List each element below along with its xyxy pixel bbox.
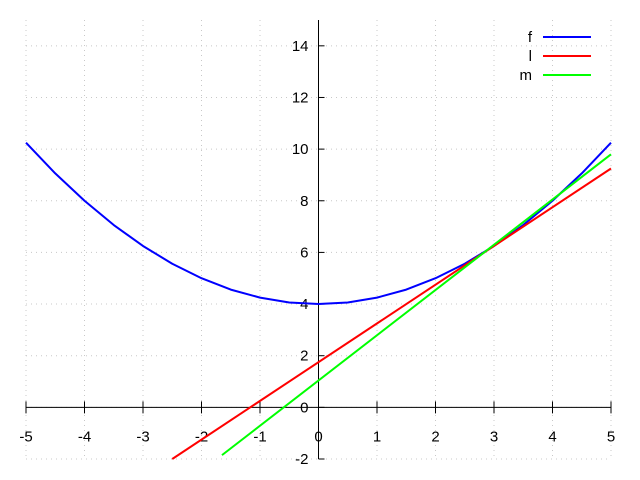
y-tick-label: 14 <box>292 38 309 55</box>
y-tick-label: 4 <box>300 296 308 313</box>
x-tick-label: 0 <box>314 428 322 445</box>
x-tick-label: -4 <box>78 428 91 445</box>
y-tick-label: -2 <box>295 451 308 468</box>
y-tick-label: 8 <box>300 193 308 210</box>
series-line-l <box>171 167 612 460</box>
x-tick-label: -3 <box>136 428 149 445</box>
series-lines <box>25 141 612 460</box>
x-tick-label: 4 <box>548 428 556 445</box>
x-tick-label: 3 <box>490 428 498 445</box>
y-tick-label: 10 <box>292 141 309 158</box>
legend-label-l: l <box>529 48 532 65</box>
y-tick-label: 2 <box>300 348 308 365</box>
legend-label-f: f <box>528 29 533 46</box>
x-tick-label: 1 <box>373 428 381 445</box>
y-tick-label: 12 <box>292 89 309 106</box>
series-line-m <box>221 153 612 456</box>
y-tick-label: 6 <box>300 244 308 261</box>
x-tick-label: 2 <box>431 428 439 445</box>
ticks <box>25 45 612 460</box>
legend-label-m: m <box>520 67 533 84</box>
legend: flm <box>520 29 591 84</box>
axes <box>26 20 611 459</box>
x-tick-label: 5 <box>607 428 615 445</box>
x-tick-label: -5 <box>19 428 32 445</box>
y-tick-label: 0 <box>300 399 308 416</box>
x-tick-label: -1 <box>253 428 266 445</box>
